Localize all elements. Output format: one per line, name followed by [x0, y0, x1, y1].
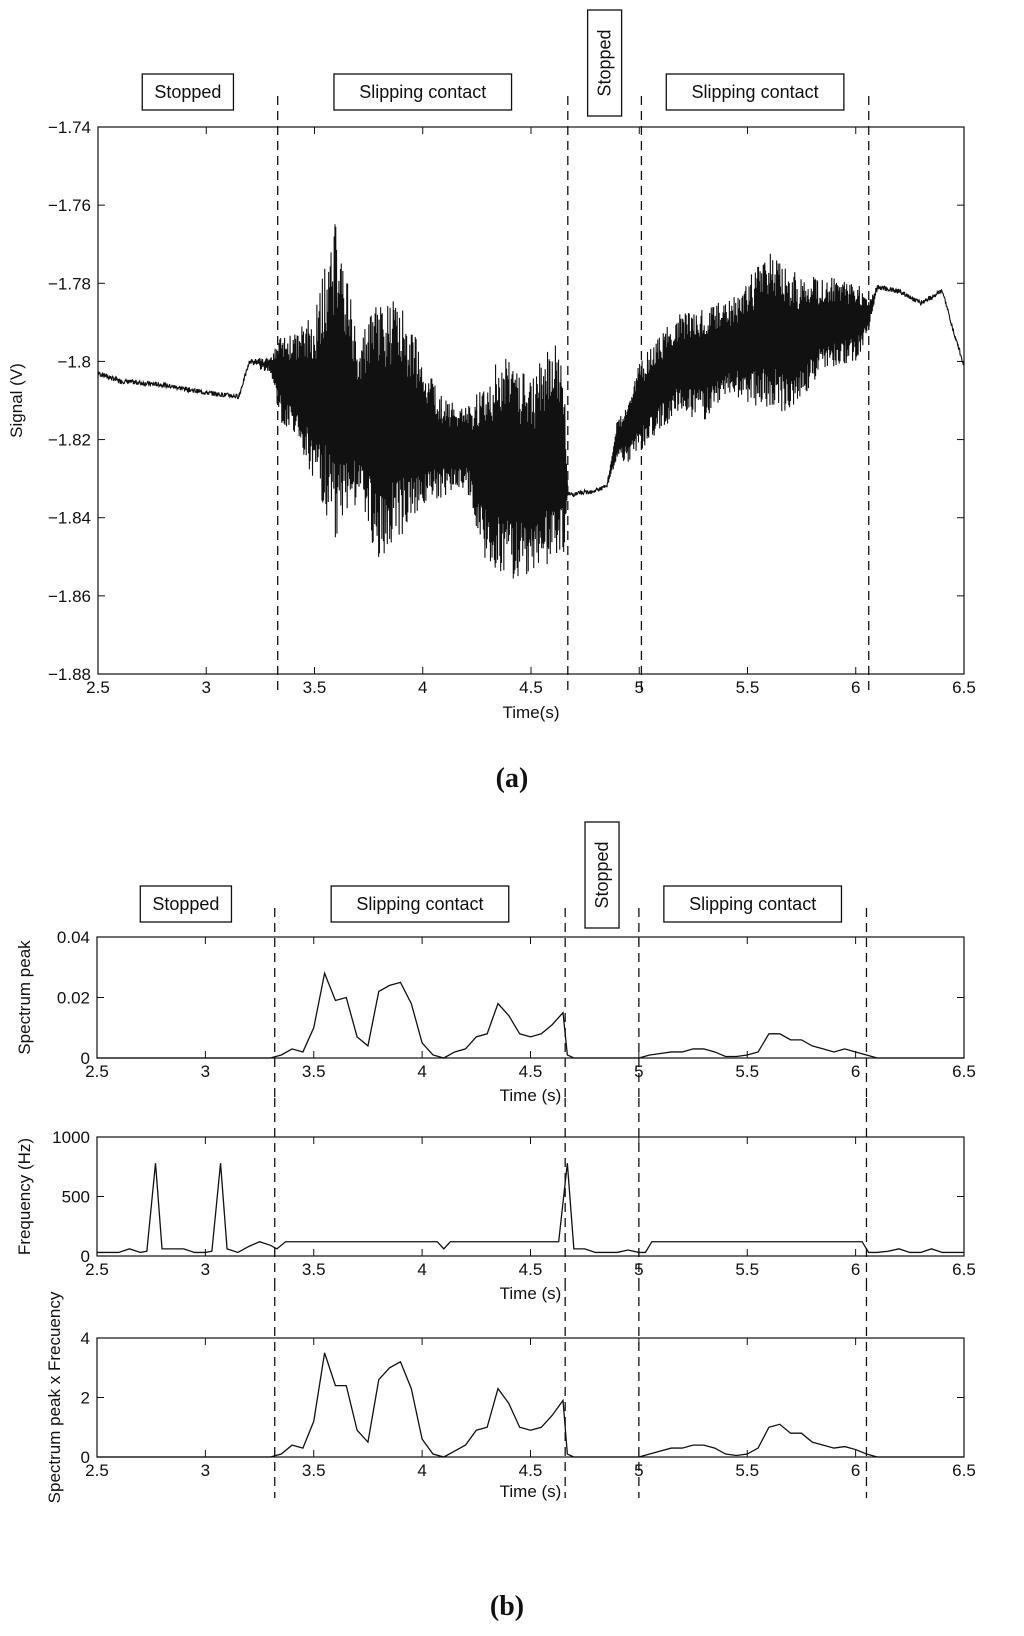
x-tick-label: 4.5 — [519, 678, 543, 697]
x-tick-label: 3 — [201, 1062, 210, 1081]
series-line-1 — [97, 1352, 964, 1458]
x-tick-label: 6 — [851, 678, 860, 697]
x-axis-label: Time (s) — [500, 1284, 562, 1303]
series-signal-line — [97, 224, 965, 579]
x-tick-label: 4.5 — [519, 1461, 543, 1480]
x-tick-label: 2.5 — [85, 1461, 109, 1480]
y-tick-label: −1.82 — [48, 431, 91, 450]
x-tick-label: 5.5 — [735, 1260, 759, 1279]
x-tick-label: 3 — [201, 1260, 210, 1279]
y-axis-label: Signal (V) — [7, 363, 26, 438]
series-line-1 — [97, 1163, 964, 1254]
chart-frequency: 2.5 3 3.5 4 4.5 5 5.5 6 6.5 0 500 1000 Time (s) Frequ… — [15, 1098, 976, 1303]
y-tick-label: −1.88 — [48, 665, 91, 684]
x-tick-label: 4 — [418, 678, 427, 697]
panel-label-b: (b) — [490, 1591, 524, 1622]
x-tick-label: 3.5 — [302, 1260, 326, 1279]
y-tick-label: 4 — [81, 1329, 90, 1348]
x-tick-label: 5 — [634, 1062, 643, 1081]
y-tick-label: −1.78 — [48, 274, 91, 293]
x-tick-label: 5 — [634, 1260, 643, 1279]
y-tick-label: 0 — [81, 1448, 90, 1467]
chart-spectrum-peak: 2.5 3 3.5 4 4.5 5 5.5 6 6.5 0 0.02 0.04 Time (s) Spec… — [15, 821, 976, 1105]
y-axis-label: Frequency (Hz) — [15, 1138, 34, 1255]
phase-label: Slipping contact — [692, 82, 819, 102]
phase-box — [665, 73, 845, 111]
y-tick-label: 0 — [81, 1049, 90, 1068]
x-tick-label: 4.5 — [519, 1260, 543, 1279]
x-tick-label: 3.5 — [302, 1461, 326, 1480]
x-tick-label: 3.5 — [302, 1062, 326, 1081]
phase-box — [584, 821, 620, 929]
x-tick-label: 4.5 — [519, 1062, 543, 1081]
y-tick-label: 0.02 — [57, 989, 90, 1008]
x-axis-label: Time (s) — [500, 1482, 562, 1501]
phase-box — [139, 885, 233, 923]
y-tick-label: 2 — [81, 1389, 90, 1408]
x-tick-label: 4 — [417, 1260, 426, 1279]
x-tick-label: 5.5 — [735, 1062, 759, 1081]
phase-label: Stopped — [154, 82, 221, 102]
x-axis-label: Time(s) — [503, 703, 560, 722]
x-tick-label: 2.5 — [86, 678, 110, 697]
y-tick-label: −1.8 — [57, 352, 91, 371]
y-tick-label: −1.76 — [48, 196, 91, 215]
chart-signal: 2.5 3 3.5 4 4.5 5 5.5 6 6.5 −1.74 −1.76 −1.78 −1.8 −1… — [7, 9, 976, 722]
x-tick-label: 5 — [634, 1461, 643, 1480]
x-tick-label: 3 — [202, 678, 211, 697]
x-tick-label: 4 — [417, 1461, 426, 1480]
y-tick-label: −1.86 — [48, 587, 91, 606]
x-tick-label: 3 — [201, 1461, 210, 1480]
y-tick-label: −1.84 — [48, 509, 91, 528]
phase-box — [586, 9, 623, 117]
phase-box — [330, 885, 510, 923]
x-tick-label: 6.5 — [952, 678, 976, 697]
x-tick-label: 2.5 — [85, 1062, 109, 1081]
x-tick-label: 5 — [635, 678, 644, 697]
phase-label: Stopped — [152, 894, 219, 914]
y-tick-label: 1000 — [52, 1128, 90, 1147]
y-tick-label: −1.74 — [48, 118, 91, 137]
x-axis-label: Time (s) — [500, 1086, 562, 1105]
phase-box — [663, 885, 843, 923]
x-tick-label: 6 — [851, 1260, 860, 1279]
x-tick-label: 6 — [851, 1461, 860, 1480]
panel-label-a: (a) — [496, 763, 529, 794]
x-tick-label: 4 — [417, 1062, 426, 1081]
x-tick-label: 3.5 — [303, 678, 327, 697]
phase-label: Stopped — [592, 841, 612, 908]
y-tick-label: 500 — [62, 1188, 90, 1207]
y-axis-label: Spectrum peak x Frecuency — [45, 1291, 64, 1503]
y-tick-label: 0.04 — [57, 928, 90, 947]
phase-label: Slipping contact — [356, 894, 483, 914]
phase-box — [141, 73, 235, 111]
phase-label: Stopped — [595, 29, 615, 96]
phase-label: Slipping contact — [359, 82, 486, 102]
x-tick-label: 6.5 — [952, 1260, 976, 1279]
x-tick-label: 6.5 — [952, 1062, 976, 1081]
x-tick-label: 6.5 — [952, 1461, 976, 1480]
phase-label: Slipping contact — [689, 894, 816, 914]
x-tick-label: 5.5 — [736, 678, 760, 697]
series-line-1 — [97, 971, 964, 1059]
x-tick-label: 5.5 — [735, 1461, 759, 1480]
chart-spectrum-peak-x-frequency: 2.5 3 3.5 4 4.5 5 5.5 6 6.5 0 2 4 Time (s) Spectrum p… — [45, 1282, 976, 1503]
x-tick-label: 6 — [851, 1062, 860, 1081]
phase-box — [333, 73, 513, 111]
y-axis-label: Spectrum peak — [15, 940, 34, 1055]
x-tick-label: 2.5 — [85, 1260, 109, 1279]
y-tick-label: 0 — [81, 1247, 90, 1266]
